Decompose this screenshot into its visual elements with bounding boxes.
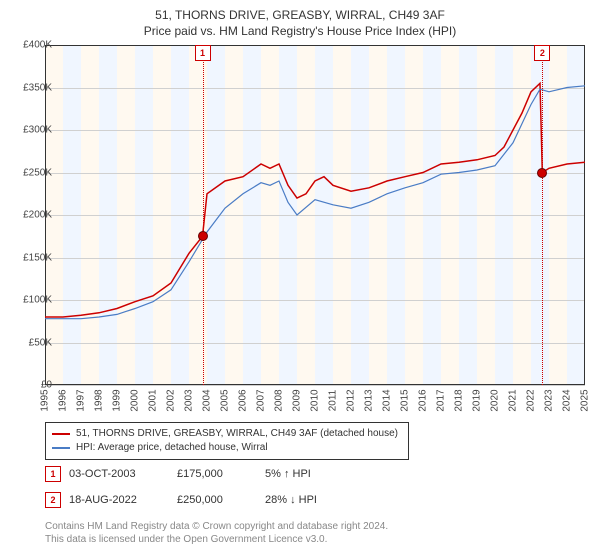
legend-swatch: [52, 433, 70, 435]
copyright-line1: Contains HM Land Registry data © Crown c…: [45, 520, 388, 533]
marker-line: [203, 45, 204, 385]
x-tick: 1999: [112, 389, 123, 411]
x-tick: 2005: [220, 389, 231, 411]
x-tick: 2002: [166, 389, 177, 411]
sale-date-2: 18-AUG-2022: [69, 494, 169, 506]
sale-row-1: 1 03-OCT-2003 £175,000 5% ↑ HPI: [45, 466, 311, 482]
marker-line: [542, 45, 543, 385]
legend-label: HPI: Average price, detached house, Wirr…: [76, 441, 268, 455]
x-tick: 2020: [490, 389, 501, 411]
y-tick: £300K: [23, 125, 52, 136]
sale-pct-1: 5% ↑ HPI: [265, 468, 311, 480]
chart-container: 51, THORNS DRIVE, GREASBY, WIRRAL, CH49 …: [0, 0, 600, 560]
legend-label: 51, THORNS DRIVE, GREASBY, WIRRAL, CH49 …: [76, 427, 398, 441]
x-tick: 2007: [256, 389, 267, 411]
sale-marker-2: 2: [45, 492, 61, 508]
x-tick: 1996: [58, 389, 69, 411]
x-tick: 1997: [76, 389, 87, 411]
y-tick: £50K: [29, 337, 52, 348]
y-tick: £100K: [23, 295, 52, 306]
legend: 51, THORNS DRIVE, GREASBY, WIRRAL, CH49 …: [45, 422, 409, 460]
x-tick: 2017: [436, 389, 447, 411]
copyright: Contains HM Land Registry data © Crown c…: [45, 520, 388, 546]
x-tick: 2022: [526, 389, 537, 411]
sale-row-2: 2 18-AUG-2022 £250,000 28% ↓ HPI: [45, 492, 317, 508]
sale-dot: [198, 231, 208, 241]
x-tick: 2009: [292, 389, 303, 411]
x-tick: 2015: [400, 389, 411, 411]
x-tick: 2023: [544, 389, 555, 411]
sale-dot: [537, 168, 547, 178]
y-tick: £250K: [23, 167, 52, 178]
y-tick: £400K: [23, 40, 52, 51]
x-tick: 2006: [238, 389, 249, 411]
chart-subtitle: Price paid vs. HM Land Registry's House …: [0, 22, 600, 38]
plot-area: [45, 45, 585, 385]
x-tick: 2008: [274, 389, 285, 411]
x-tick: 2019: [472, 389, 483, 411]
x-tick: 2004: [202, 389, 213, 411]
y-tick: £350K: [23, 82, 52, 93]
x-tick: 2012: [346, 389, 357, 411]
sale-marker-1: 1: [45, 466, 61, 482]
sale-pct-2: 28% ↓ HPI: [265, 494, 317, 506]
copyright-line2: This data is licensed under the Open Gov…: [45, 533, 388, 546]
x-tick: 2003: [184, 389, 195, 411]
x-tick: 2025: [580, 389, 591, 411]
sale-date-1: 03-OCT-2003: [69, 468, 169, 480]
x-tick: 2018: [454, 389, 465, 411]
y-tick: £150K: [23, 252, 52, 263]
legend-item: 51, THORNS DRIVE, GREASBY, WIRRAL, CH49 …: [52, 427, 402, 441]
chart-title: 51, THORNS DRIVE, GREASBY, WIRRAL, CH49 …: [0, 0, 600, 22]
x-tick: 2001: [148, 389, 159, 411]
legend-swatch: [52, 447, 70, 449]
sale-price-1: £175,000: [177, 468, 257, 480]
legend-item: HPI: Average price, detached house, Wirr…: [52, 441, 402, 455]
marker-label: 1: [195, 45, 211, 61]
x-tick: 1995: [40, 389, 51, 411]
x-tick: 2024: [562, 389, 573, 411]
x-tick: 2011: [328, 390, 339, 412]
sale-price-2: £250,000: [177, 494, 257, 506]
x-tick: 2010: [310, 389, 321, 411]
marker-label: 2: [534, 45, 550, 61]
x-tick: 2013: [364, 389, 375, 411]
x-tick: 2021: [508, 389, 519, 411]
x-tick: 2014: [382, 389, 393, 411]
y-tick: £200K: [23, 210, 52, 221]
x-tick: 2000: [130, 389, 141, 411]
x-tick: 2016: [418, 389, 429, 411]
x-tick: 1998: [94, 389, 105, 411]
